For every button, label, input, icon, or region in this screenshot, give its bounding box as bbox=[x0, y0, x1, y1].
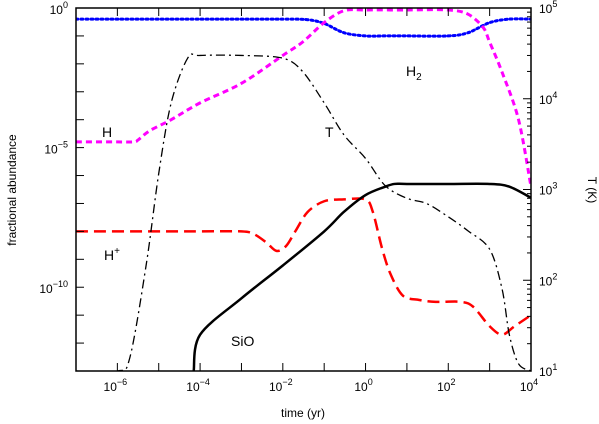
series-label-h2: H2 bbox=[406, 63, 422, 83]
y2-tick-label: 101 bbox=[539, 362, 557, 379]
y2-tick-label: 102 bbox=[539, 271, 557, 288]
y2-axis-title: T (K) bbox=[585, 177, 599, 203]
x-tick-label: 10−2 bbox=[269, 377, 293, 394]
series-line-sio bbox=[192, 182, 531, 371]
series-line-h bbox=[76, 8, 531, 187]
x-tick-label: 100 bbox=[354, 377, 372, 394]
x-tick-label: 10−6 bbox=[104, 377, 128, 394]
y-axis-title: fractional abundance bbox=[5, 134, 19, 246]
y2-tick-label: 105 bbox=[539, 0, 557, 16]
series-line-t bbox=[76, 53, 531, 371]
series-label-h: H+ bbox=[104, 246, 120, 263]
series-line-h2 bbox=[76, 17, 531, 38]
axis-ticks: 10−6 10−4 10−2 100 102 10410010−510−101051041… bbox=[39, 0, 557, 394]
y-tick-label: 10−10 bbox=[39, 279, 68, 296]
series-layer bbox=[76, 8, 531, 371]
series-label-t: T bbox=[325, 124, 334, 140]
y-tick-label: 10−5 bbox=[44, 140, 68, 157]
plot-frame bbox=[75, 7, 532, 372]
x-axis-title: time (yr) bbox=[281, 406, 325, 420]
y-tick-label: 100 bbox=[50, 0, 68, 17]
series-label-sio: SiO bbox=[231, 333, 254, 349]
y2-tick-label: 104 bbox=[539, 90, 557, 107]
x-tick-label: 10−4 bbox=[186, 377, 210, 394]
series-label-h: H bbox=[102, 124, 112, 140]
plot-border bbox=[75, 7, 532, 372]
x-tick-label: 102 bbox=[437, 377, 455, 394]
series-line-h bbox=[76, 197, 531, 336]
series-labels: H2 H H+ SiO T bbox=[102, 63, 422, 349]
x-tick-label: 104 bbox=[520, 377, 538, 394]
y2-tick-label: 103 bbox=[539, 181, 557, 198]
